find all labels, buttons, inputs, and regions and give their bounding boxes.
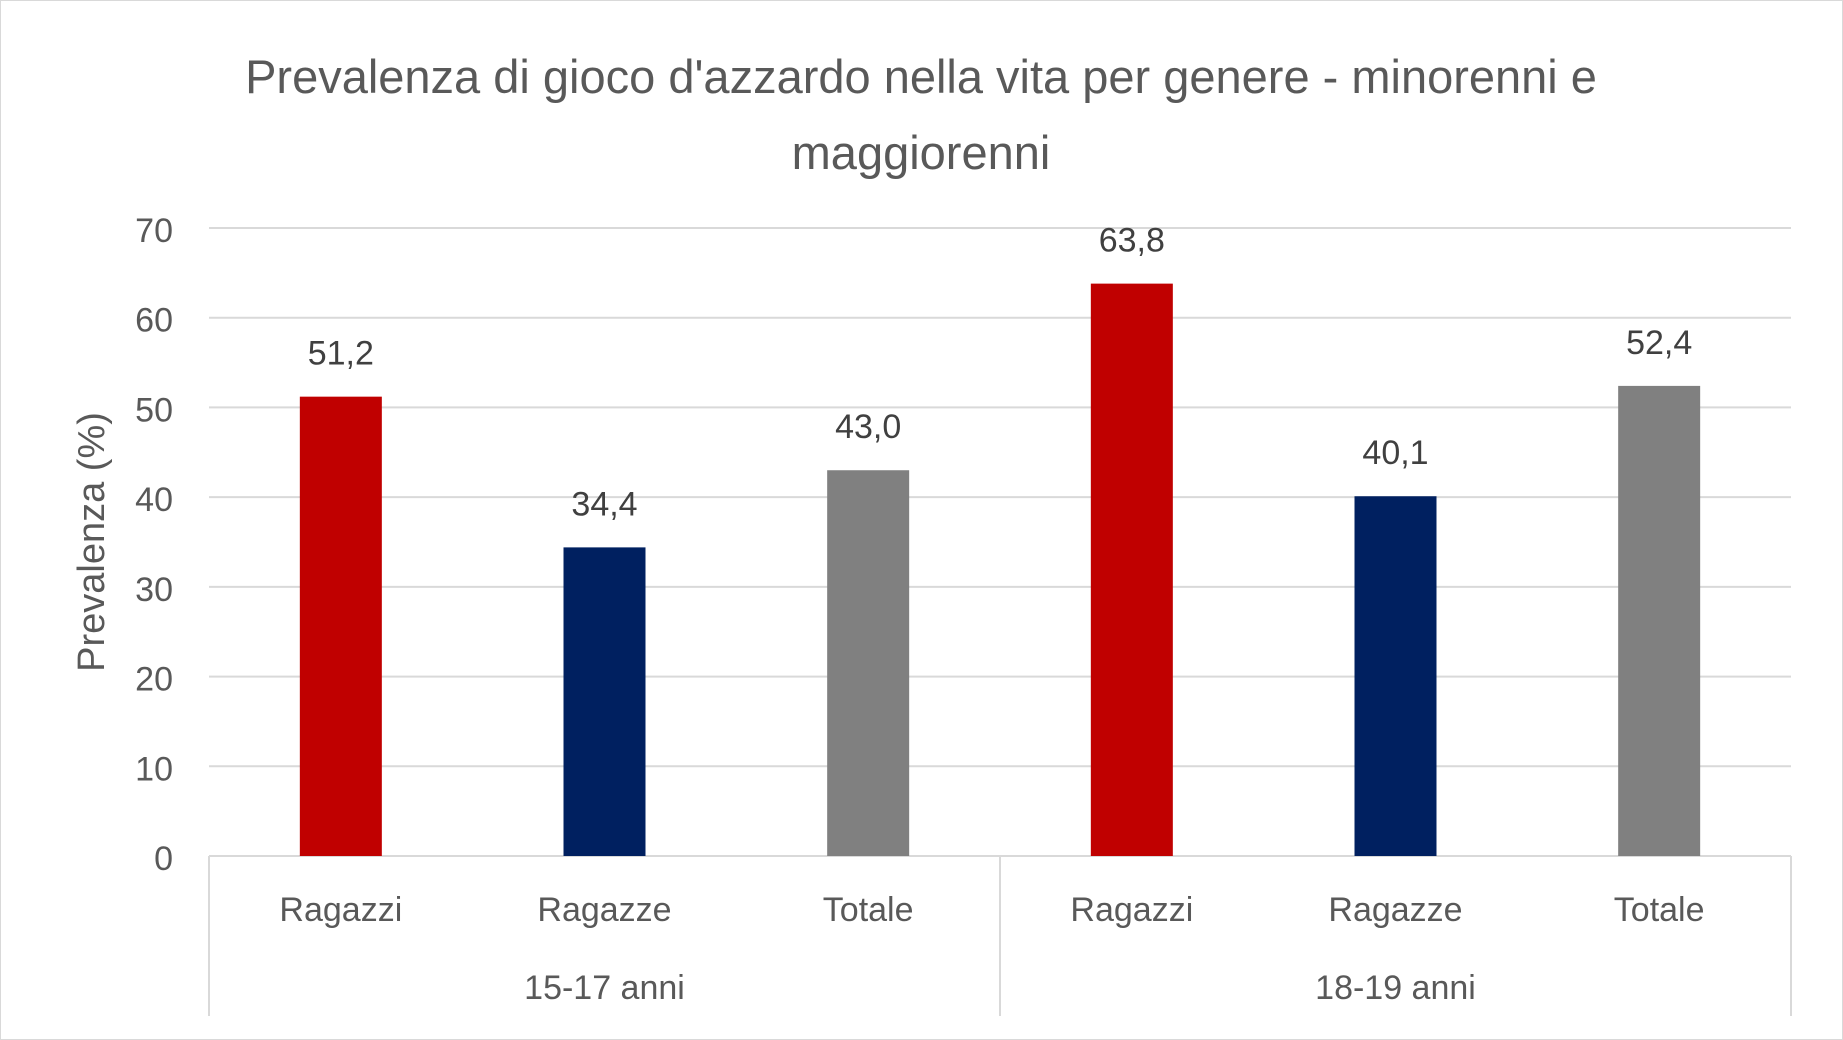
y-tick-label: 0: [154, 840, 173, 878]
category-label: Totale: [823, 891, 914, 929]
data-label: 52,4: [1626, 324, 1692, 362]
category-label: Totale: [1614, 891, 1705, 929]
group-label: 15-17 anni: [524, 969, 685, 1007]
y-tick-label: 50: [135, 391, 173, 429]
bar: [1618, 385, 1701, 856]
bar: [299, 396, 382, 856]
data-label: 40,1: [1362, 434, 1428, 472]
data-label: 51,2: [308, 335, 374, 373]
category-label: Ragazzi: [1070, 891, 1193, 929]
category-label: Ragazzi: [279, 891, 402, 929]
bar: [563, 547, 646, 856]
data-label: 43,0: [835, 408, 901, 446]
bar: [827, 470, 910, 856]
bar: [1354, 496, 1437, 856]
group-label: 18-19 anni: [1315, 969, 1476, 1007]
y-tick-label: 20: [135, 661, 173, 699]
y-tick-label: 30: [135, 571, 173, 609]
y-tick-label: 10: [135, 750, 173, 788]
y-tick-label: 70: [135, 212, 173, 250]
category-label: Ragazze: [1328, 891, 1462, 929]
data-label: 34,4: [571, 485, 637, 523]
y-tick-label: 40: [135, 481, 173, 519]
category-label: Ragazze: [537, 891, 671, 929]
chart-title: Prevalenza di gioco d'azzardo nella vita…: [245, 50, 1597, 179]
data-label: 63,8: [1099, 222, 1165, 260]
y-axis-title: Prevalenza (%): [71, 412, 113, 672]
y-tick-label: 60: [135, 302, 173, 340]
bar: [1090, 283, 1173, 856]
